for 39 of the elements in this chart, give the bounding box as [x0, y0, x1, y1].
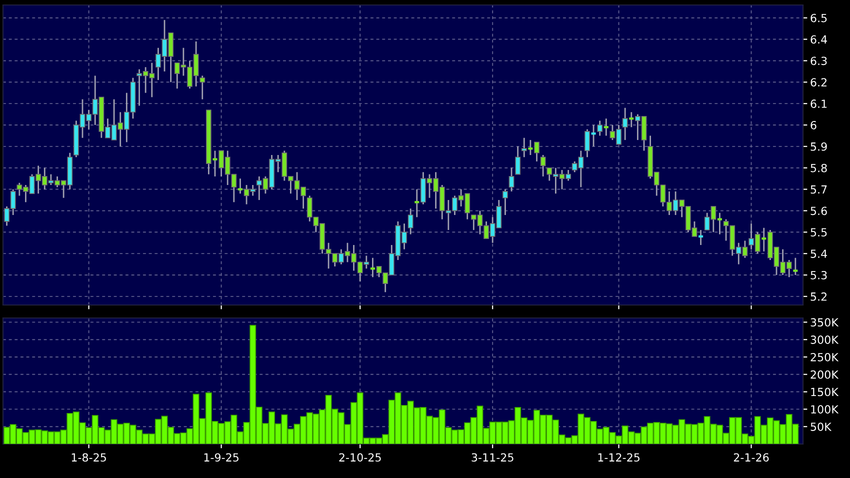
candlestick — [521, 137, 527, 158]
candlestick — [408, 208, 414, 235]
candlestick — [414, 188, 420, 218]
candlestick — [540, 154, 546, 178]
y-tick-label: 5.3 — [810, 270, 827, 280]
candlestick — [597, 120, 603, 136]
x-tick-label: 1-9-25 — [204, 453, 238, 462]
candlestick — [200, 75, 206, 100]
y-tick-label: 6.2 — [810, 78, 826, 87]
y-tick-label: 300K — [810, 336, 839, 344]
candlestick — [628, 111, 635, 128]
candlestick — [502, 188, 508, 216]
y-tick-label: 50K — [810, 422, 832, 431]
candlestick — [792, 257, 799, 276]
y-tick-label: 5.5 — [810, 228, 827, 237]
y-tick-label: 100K — [811, 405, 839, 414]
y-tick-label: 6.5 — [810, 14, 827, 22]
candlestick — [515, 146, 521, 175]
y-tick-label: 250K — [810, 352, 839, 362]
x-tick-label: 1-12-25 — [598, 453, 640, 462]
x-tick-label: 2-10-25 — [339, 453, 381, 462]
y-tick-label: 5.7 — [810, 185, 827, 194]
y-tick-label: 6.3 — [810, 56, 827, 66]
y-tick-label: 6.4 — [810, 35, 827, 44]
y-tick-label: 150K — [811, 388, 839, 396]
y-tick-label: 350K — [810, 318, 839, 327]
y-tick-label: 5.9 — [810, 142, 827, 151]
candlestick — [622, 107, 628, 141]
y-tick-label: 5.8 — [810, 164, 827, 172]
y-tick-label: 5.2 — [810, 292, 826, 301]
y-tick-label: 6.1 — [810, 100, 827, 108]
candlestick — [508, 167, 514, 192]
y-tick-label: 5.4 — [810, 250, 827, 258]
x-tick-label: 2-1-26 — [734, 453, 769, 462]
y-tick-label: 200K — [810, 370, 839, 379]
y-tick-label: 6 — [810, 120, 816, 130]
y-tick-label: 5.6 — [810, 206, 827, 216]
x-tick-label: 3-11-25 — [472, 453, 514, 462]
x-tick-label: 1-8-25 — [72, 453, 106, 462]
